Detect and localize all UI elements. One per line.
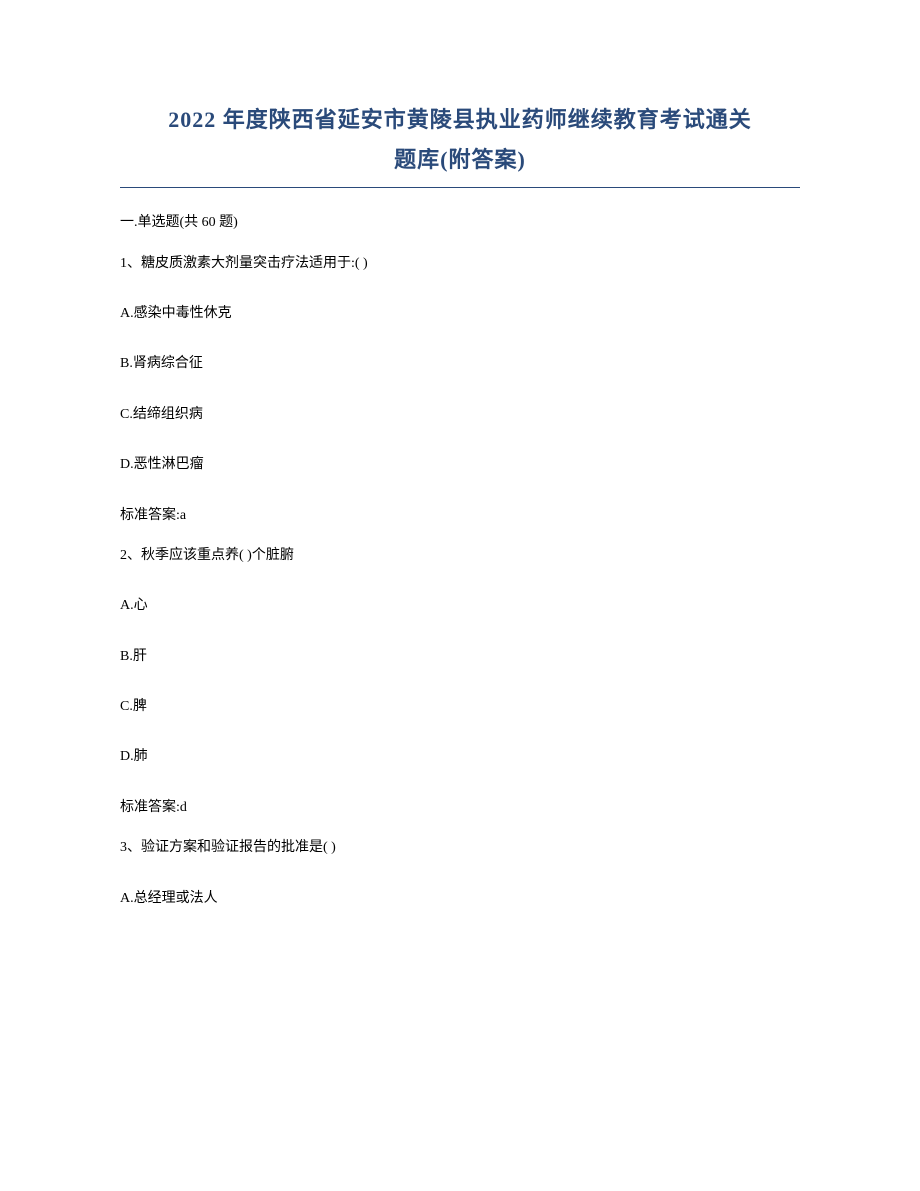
question-1-answer: 标准答案:a: [120, 505, 800, 527]
title-line-2: 题库(附答案): [120, 140, 800, 180]
question-2-option-d: D.肺: [120, 746, 800, 768]
question-1-stem: 1、糖皮质激素大剂量突击疗法适用于:( ): [120, 253, 800, 275]
question-1-option-d: D.恶性淋巴瘤: [120, 454, 800, 476]
question-1-option-c: C.结缔组织病: [120, 404, 800, 426]
question-3-stem: 3、验证方案和验证报告的批准是( ): [120, 837, 800, 859]
title-line-1: 2022 年度陕西省延安市黄陵县执业药师继续教育考试通关: [120, 100, 800, 140]
question-2-option-b: B.肝: [120, 646, 800, 668]
question-2-stem: 2、秋季应该重点养( )个脏腑: [120, 545, 800, 567]
question-3-option-a: A.总经理或法人: [120, 888, 800, 910]
question-2-option-c: C.脾: [120, 696, 800, 718]
question-1-option-b: B.肾病综合征: [120, 353, 800, 375]
section-header: 一.单选题(共 60 题): [120, 212, 800, 234]
question-1-option-a: A.感染中毒性休克: [120, 303, 800, 325]
title-underline: [120, 187, 800, 188]
question-2-answer: 标准答案:d: [120, 797, 800, 819]
question-2-option-a: A.心: [120, 595, 800, 617]
document-title-block: 2022 年度陕西省延安市黄陵县执业药师继续教育考试通关 题库(附答案): [120, 100, 800, 179]
